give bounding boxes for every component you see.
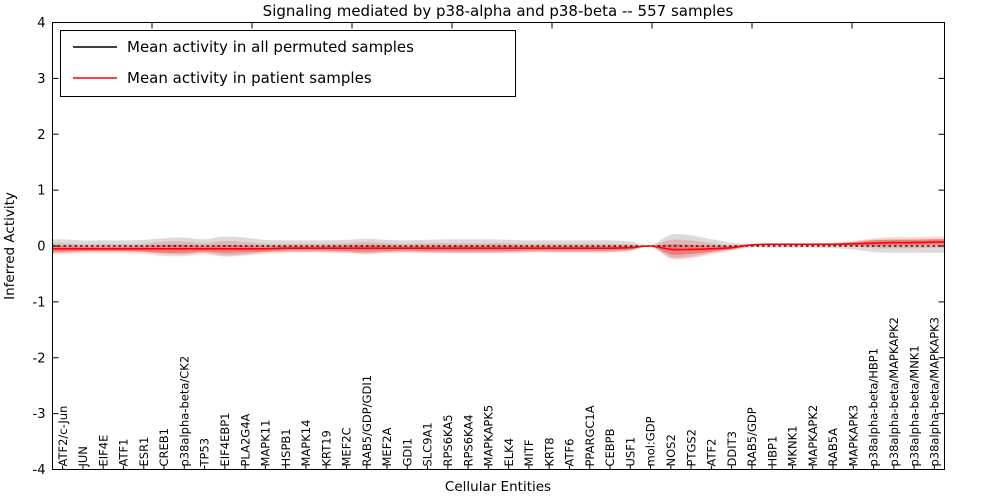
x-tick-label: p38alpha-beta/MAPKAPK2	[887, 317, 901, 467]
y-tick-label: 1	[37, 184, 45, 199]
x-tick-label: MEF2A	[380, 427, 394, 466]
x-axis-label: Cellular Entities	[445, 479, 551, 495]
x-tick-label: HBP1	[765, 436, 779, 467]
x-tick-label: DDIT3	[725, 431, 739, 466]
x-tick-label: p38alpha-beta/MNK1	[907, 345, 921, 466]
x-tick-label: RPS6KA5	[441, 414, 455, 466]
x-tick-label: MITF	[522, 440, 536, 467]
x-tick-label: EIF4E	[96, 435, 110, 467]
x-tick-label: ATF2	[705, 439, 719, 467]
x-tick-label: MAPKAPK2	[806, 405, 820, 467]
x-tick-label: p38alpha-beta/HBP1	[867, 348, 881, 467]
x-tick-label: ELK4	[502, 438, 516, 467]
y-tick-label: 0	[37, 240, 45, 255]
x-tick-label: EIF4EBP1	[218, 413, 232, 467]
x-tick-label: p38alpha-beta/CK2	[178, 356, 192, 467]
x-tick-label: ATF2/c-Jun	[56, 406, 70, 467]
x-tick-label: CREB1	[157, 428, 171, 467]
x-tick-label: RAB5/GDP	[745, 407, 759, 466]
x-tick-label: RPS6KA4	[461, 414, 475, 466]
x-tick-label: KRT19	[319, 430, 333, 466]
y-tick-label: -1	[33, 295, 46, 310]
y-tick-label: 3	[37, 72, 45, 87]
series-line-patient	[52, 241, 945, 251]
y-tick-label: 4	[37, 16, 45, 31]
y-tick-label: -3	[33, 407, 46, 422]
x-tick-label: ATF6	[563, 439, 577, 467]
x-tick-label: SLC9A1	[421, 422, 435, 466]
x-tick-label: MAPKAPK5	[482, 405, 496, 467]
x-tick-label: CEBPB	[603, 428, 617, 466]
x-tick-label: RAB5/GDP/GDI1	[360, 375, 374, 467]
x-tick-labels: ATF2/c-Jun JUN EIF4E ATF1 ESR1 CREB1 p38alpha-…	[56, 317, 942, 468]
legend-label-permuted: Mean activity in all permuted samples	[127, 38, 414, 56]
x-tick-label: p38alpha-beta/MAPKAPK3	[928, 317, 942, 467]
x-tick-label: USF1	[624, 437, 638, 467]
bands-layer	[52, 234, 945, 260]
series-layer	[52, 241, 945, 251]
x-tick-label: RAB5A	[826, 428, 840, 467]
chart-title: Signaling mediated by p38-alpha and p38-…	[263, 2, 734, 20]
plot-border	[52, 22, 945, 470]
x-tick-label: PLA2G4A	[238, 413, 252, 466]
x-tick-label: ESR1	[137, 437, 151, 467]
x-tick-label: PPARGC1A	[583, 405, 597, 466]
y-tick-label: -2	[33, 351, 46, 366]
x-tick-label: TP53	[198, 438, 212, 468]
legend: Mean activity in all permuted samples Me…	[60, 30, 516, 97]
x-tick-label: JUN	[76, 446, 90, 467]
x-tick-label: ATF1	[117, 439, 131, 467]
y-tick-label: -4	[33, 463, 46, 478]
ticks-layer	[52, 22, 945, 470]
x-tick-label: GDI1	[401, 438, 415, 466]
legend-label-patient: Mean activity in patient samples	[127, 69, 372, 87]
x-tick-label: MAPKAPK3	[847, 405, 861, 467]
y-axis-label: Inferred Activity	[2, 192, 18, 300]
x-tick-label: MKNK1	[786, 426, 800, 467]
x-tick-label: mol:GDP	[644, 416, 658, 466]
legend-box	[60, 30, 516, 97]
x-tick-label: MAPK14	[299, 420, 313, 467]
x-tick-label: MEF2C	[340, 427, 354, 466]
x-tick-label: HSPB1	[279, 428, 293, 466]
y-tick-labels: 4 3 2 1 0 -1 -2 -3 -4	[33, 16, 46, 478]
x-tick-label: MAPK11	[259, 420, 273, 467]
x-tick-label: NOS2	[664, 434, 678, 466]
x-tick-label: PTGS2	[684, 429, 698, 467]
y-tick-label: 2	[37, 128, 45, 143]
band-patient-spread-core	[52, 239, 945, 255]
x-tick-label: KRT8	[542, 437, 556, 466]
